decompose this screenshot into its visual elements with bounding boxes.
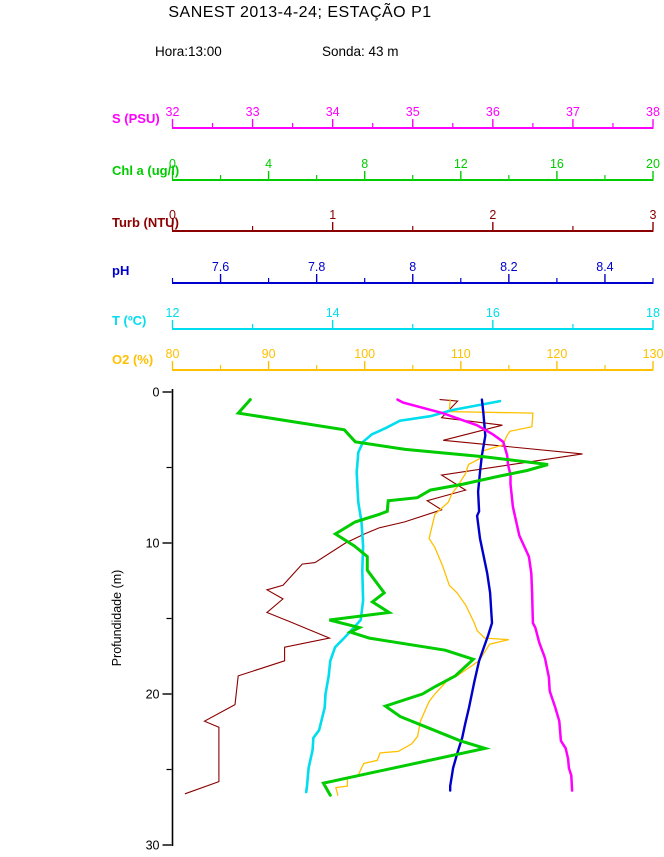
depth-tick-label: 30 bbox=[146, 839, 160, 853]
tick-label-chl: 0 bbox=[169, 157, 176, 171]
tick-label-o2: 90 bbox=[262, 347, 276, 361]
tick-label-turb: 3 bbox=[650, 208, 657, 222]
series-ph bbox=[449, 398, 494, 792]
tick-label-ph: 7.8 bbox=[308, 260, 325, 274]
depth-tick-label: 10 bbox=[146, 537, 160, 551]
series-chl bbox=[235, 398, 549, 797]
axis-label-temp: T (ºC) bbox=[112, 313, 147, 328]
tick-label-temp: 14 bbox=[326, 306, 340, 320]
tick-label-salinity: 38 bbox=[646, 105, 660, 119]
tick-label-turb: 1 bbox=[329, 208, 336, 222]
series-turb bbox=[184, 399, 583, 795]
tick-label-temp: 18 bbox=[646, 306, 660, 320]
tick-label-chl: 20 bbox=[646, 157, 660, 171]
tick-label-ph: 7.6 bbox=[212, 260, 229, 274]
depth-axis-group: 0 10 20 30 bbox=[146, 386, 174, 853]
depth-tick-label: 0 bbox=[153, 386, 160, 400]
tick-label-salinity: 32 bbox=[166, 105, 180, 119]
tick-label-o2: 100 bbox=[354, 347, 375, 361]
hora-label: Hora:13:00 bbox=[155, 44, 222, 59]
tick-label-salinity: 35 bbox=[406, 105, 420, 119]
tick-label-o2: 110 bbox=[451, 347, 471, 361]
depth-tick-label: 20 bbox=[146, 688, 160, 702]
axis-label-ph: pH bbox=[112, 263, 130, 278]
tick-label-chl: 12 bbox=[454, 157, 468, 171]
tick-label-salinity: 34 bbox=[326, 105, 340, 119]
tick-label-salinity: 33 bbox=[246, 105, 260, 119]
tick-label-chl: 8 bbox=[361, 157, 368, 171]
tick-label-temp: 16 bbox=[486, 306, 500, 320]
axis-label-chl-a: Chl a (ug/l) bbox=[112, 163, 180, 178]
tick-label-chl: 16 bbox=[550, 157, 564, 171]
series-group bbox=[184, 398, 583, 797]
tick-label-ph: 8 bbox=[409, 260, 416, 274]
series-temp bbox=[304, 399, 502, 794]
tick-label-o2: 120 bbox=[546, 347, 567, 361]
depth-axis-title: Profundidade (m) bbox=[110, 570, 124, 667]
top-axes-group: 32 33 34 35 36 37 380 4 8 12 16 200 1 2 37.6 7.8 8 8.2 8.4… bbox=[166, 105, 664, 371]
axis-label-turb: Turb (NTU) bbox=[112, 215, 179, 230]
tick-label-o2: 130 bbox=[643, 347, 664, 361]
series-salinity bbox=[396, 398, 574, 792]
tick-label-ph: 8.2 bbox=[500, 260, 517, 274]
tick-label-chl: 4 bbox=[265, 157, 272, 171]
sonda-label: Sonda: 43 m bbox=[322, 44, 399, 59]
tick-label-salinity: 36 bbox=[486, 105, 500, 119]
tick-label-temp: 12 bbox=[166, 306, 180, 320]
tick-label-salinity: 37 bbox=[566, 105, 580, 119]
axis-label-s-psu: S (PSU) bbox=[112, 111, 160, 126]
tick-label-turb: 0 bbox=[169, 208, 176, 222]
tick-label-turb: 2 bbox=[489, 208, 496, 222]
tick-label-ph: 8.4 bbox=[596, 260, 613, 274]
axis-label-o2: O2 (%) bbox=[112, 352, 154, 367]
tick-label-o2: 80 bbox=[166, 347, 180, 361]
chart-title: SANEST 2013-4-24; ESTAÇÃO P1 bbox=[168, 4, 432, 21]
